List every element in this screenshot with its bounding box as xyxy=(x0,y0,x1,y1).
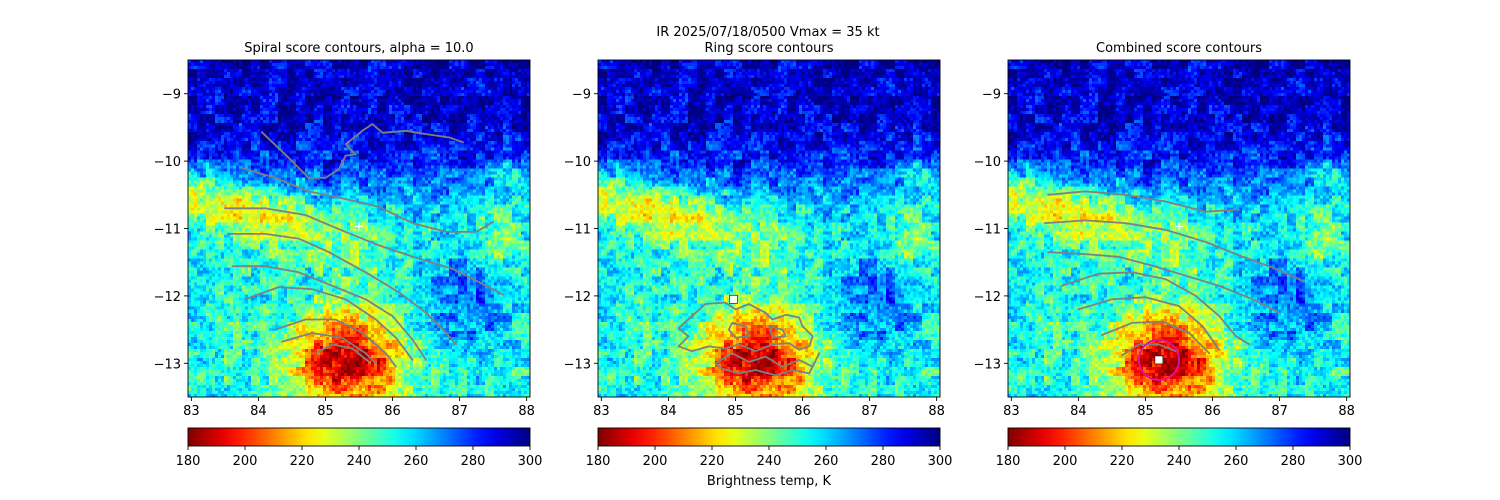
score-contour xyxy=(240,166,494,233)
x-tick-label: 88 xyxy=(928,404,945,419)
colorbar-label: Brightness temp, K xyxy=(707,474,832,489)
colorbar-tick-label: 240 xyxy=(1167,454,1192,469)
x-tick-label: 88 xyxy=(1338,404,1355,419)
colorbar-1: 180 200 220 240 260 280 300 xyxy=(176,427,543,469)
colorbar-gradient xyxy=(1007,427,1351,447)
colorbar-tick-label: 200 xyxy=(1053,454,1078,469)
colorbar-tick-label: 300 xyxy=(1338,454,1363,469)
x-tick-label: 86 xyxy=(1204,404,1221,419)
y-tick-label: −13 xyxy=(154,357,181,372)
center-marker xyxy=(1154,355,1164,365)
x-tick-label: 88 xyxy=(518,404,535,419)
colorbar-2: 180 200 220 240 260 280 300 xyxy=(586,427,953,469)
score-contour xyxy=(1101,320,1211,355)
score-contour xyxy=(1077,296,1221,351)
figure-suptitle: IR 2025/07/18/0500 Vmax = 35 kt xyxy=(656,25,879,40)
colorbar-tick-label: 280 xyxy=(461,454,486,469)
colorbar-gradient xyxy=(187,427,531,447)
colorbar-tick-label: 220 xyxy=(1110,454,1135,469)
y-tick-label: −9 xyxy=(982,88,1001,103)
colorbar-tick-label: 180 xyxy=(996,454,1021,469)
panel-1: Spiral score contours, alpha = 10.0 83 84 8… xyxy=(154,41,535,419)
colorbar-tick-label: 280 xyxy=(1281,454,1306,469)
colorbar-tick-label: 260 xyxy=(404,454,429,469)
x-tick-label: 83 xyxy=(593,404,610,419)
score-contour xyxy=(1044,219,1304,282)
colorbar-tick-label: 200 xyxy=(233,454,258,469)
y-tick-label: −13 xyxy=(974,357,1001,372)
y-tick-label: −11 xyxy=(564,223,591,238)
score-contour xyxy=(274,318,397,368)
colorbar-tick-label: 220 xyxy=(290,454,315,469)
panel-2: Ring score contours 83 84 85 86 87 88 −9 −10 −11 −… xyxy=(564,41,945,419)
score-contour xyxy=(1047,251,1281,314)
colorbar-tick-label: 240 xyxy=(347,454,372,469)
colorbar-tick-label: 200 xyxy=(643,454,668,469)
x-tick-label: 83 xyxy=(1003,404,1020,419)
score-contour xyxy=(727,322,750,339)
ring-center-marker xyxy=(729,294,738,304)
score-contour xyxy=(1121,343,1177,357)
first-guess-marker xyxy=(355,222,363,231)
colorbar-tick-label: 260 xyxy=(1224,454,1249,469)
score-contour xyxy=(677,301,814,353)
colorbars: 180 200 220 240 260 280 300 180 200 220 240 260 280 3… xyxy=(176,427,1363,469)
colorbar-tick-label: 220 xyxy=(700,454,725,469)
panel-title: Ring score contours xyxy=(704,41,833,56)
score-contour xyxy=(232,265,427,361)
score-contour xyxy=(227,233,458,346)
y-tick-label: −11 xyxy=(154,223,181,238)
x-tick-label: 86 xyxy=(794,404,811,419)
x-tick-label: 85 xyxy=(1137,404,1154,419)
score-contour xyxy=(281,332,377,365)
score-contour xyxy=(224,207,505,296)
colorbar-tick-label: 180 xyxy=(176,454,201,469)
y-tick-label: −12 xyxy=(974,290,1001,305)
y-tick-label: −13 xyxy=(564,357,591,372)
x-tick-label: 87 xyxy=(1271,404,1288,419)
panels: Spiral score contours, alpha = 10.0 83 84 8… xyxy=(154,41,1355,419)
y-tick-label: −11 xyxy=(974,223,1001,238)
y-tick-label: −10 xyxy=(974,155,1001,170)
colorbar-tick-label: 300 xyxy=(518,454,543,469)
x-tick-label: 87 xyxy=(861,404,878,419)
y-tick-label: −12 xyxy=(154,290,181,305)
panel-title: Spiral score contours, alpha = 10.0 xyxy=(244,41,473,56)
x-tick-label: 85 xyxy=(727,404,744,419)
first-guess-marker xyxy=(1175,222,1183,231)
colorbar-gradient xyxy=(597,427,941,447)
score-contour xyxy=(260,123,464,179)
x-tick-label: 85 xyxy=(317,404,334,419)
x-tick-label: 84 xyxy=(660,404,677,419)
x-tick-label: 86 xyxy=(384,404,401,419)
center-ring xyxy=(1137,338,1180,382)
panel-title: Combined score contours xyxy=(1096,41,1262,56)
y-tick-label: −10 xyxy=(154,155,181,170)
colorbar-tick-label: 260 xyxy=(814,454,839,469)
colorbar-tick-label: 240 xyxy=(757,454,782,469)
score-contour xyxy=(768,325,787,339)
score-contour xyxy=(244,286,414,361)
x-tick-label: 87 xyxy=(451,404,468,419)
y-tick-label: −9 xyxy=(572,88,591,103)
x-tick-label: 84 xyxy=(1070,404,1087,419)
y-tick-label: −9 xyxy=(162,88,181,103)
score-contour xyxy=(1047,190,1241,213)
score-contour xyxy=(314,343,370,363)
score-contour xyxy=(714,352,821,377)
brightness-temp-heatmap xyxy=(598,60,940,397)
y-tick-label: −10 xyxy=(564,155,591,170)
colorbar-3: 180 200 220 240 260 280 300 xyxy=(996,427,1363,469)
x-tick-label: 84 xyxy=(250,404,267,419)
x-tick-label: 83 xyxy=(183,404,200,419)
panel-3: Combined score contours 83 84 85 86 87 88 −9 −10… xyxy=(974,41,1355,419)
colorbar-tick-label: 180 xyxy=(586,454,611,469)
colorbar-tick-label: 300 xyxy=(928,454,953,469)
colorbar-tick-label: 280 xyxy=(871,454,896,469)
score-contour xyxy=(1060,271,1251,346)
y-tick-label: −12 xyxy=(564,290,591,305)
